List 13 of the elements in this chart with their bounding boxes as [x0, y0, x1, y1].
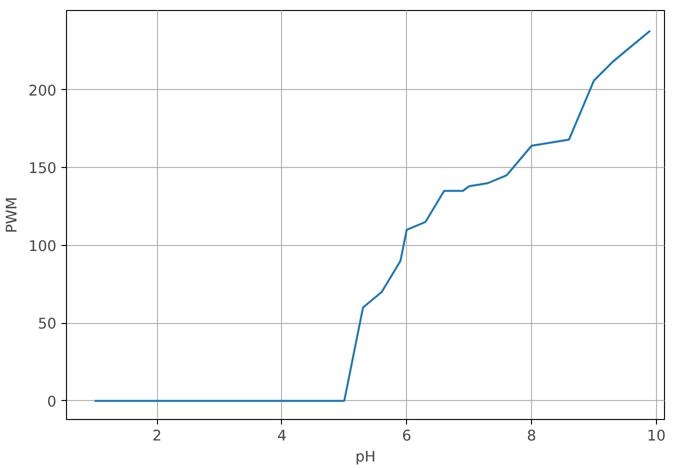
y-tick-label: 100 — [28, 238, 57, 255]
y-tick-label: 0 — [47, 393, 57, 410]
y-axis-title: PWM — [4, 197, 21, 233]
x-tick-label: 4 — [277, 428, 287, 444]
x-axis-title: pH — [355, 448, 376, 466]
x-tick-label: 10 — [647, 428, 666, 444]
line-series — [94, 30, 652, 402]
x-tick-label: 6 — [402, 428, 412, 444]
y-tick-label: 150 — [28, 160, 57, 178]
x-tick-label: 8 — [526, 428, 536, 444]
y-tick-label: 50 — [38, 316, 57, 333]
x-tick-label: 2 — [152, 428, 162, 444]
y-tick-label: 200 — [28, 82, 57, 100]
